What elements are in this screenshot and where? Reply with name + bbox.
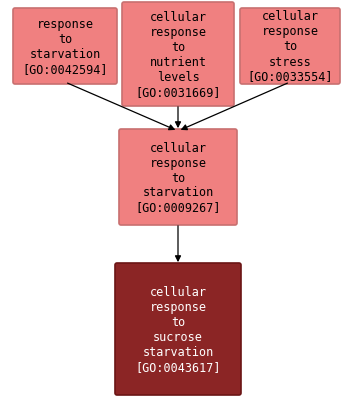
FancyBboxPatch shape: [122, 3, 234, 107]
FancyBboxPatch shape: [240, 9, 340, 85]
FancyBboxPatch shape: [115, 263, 241, 395]
Text: cellular
response
to
nutrient
levels
[GO:0031669]: cellular response to nutrient levels [GO…: [135, 11, 221, 99]
FancyBboxPatch shape: [119, 130, 237, 225]
Text: response
to
starvation
[GO:0042594]: response to starvation [GO:0042594]: [22, 18, 108, 76]
Text: cellular
response
to
starvation
[GO:0009267]: cellular response to starvation [GO:0009…: [135, 141, 221, 214]
Text: cellular
response
to
stress
[GO:0033554]: cellular response to stress [GO:0033554]: [247, 10, 333, 83]
Text: cellular
response
to
sucrose
starvation
[GO:0043617]: cellular response to sucrose starvation …: [135, 285, 221, 373]
FancyBboxPatch shape: [13, 9, 117, 85]
